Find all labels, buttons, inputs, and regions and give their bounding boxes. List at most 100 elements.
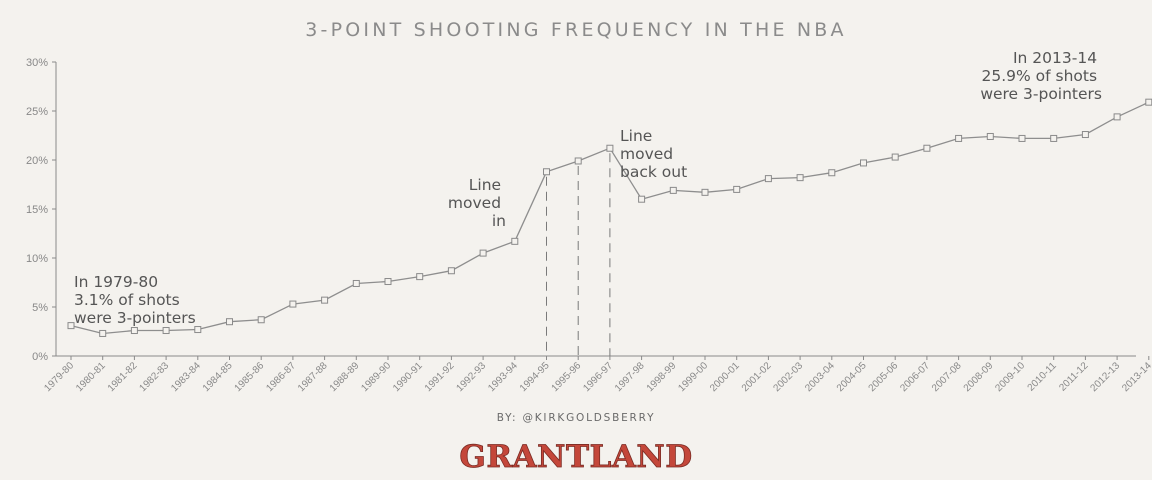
data-point-2000-01 — [733, 185, 741, 193]
data-point-1984-85 — [226, 318, 233, 326]
x-tick-label: 1998-99 — [645, 360, 679, 394]
x-tick-label: 1981-82 — [106, 360, 140, 394]
x-tick-label: 2011-12 — [1057, 360, 1091, 394]
x-tick-label: 2013-14 — [1120, 360, 1152, 394]
annotation-line-moved-back-out-line-1: Line — [620, 127, 652, 145]
data-point-1992-93 — [479, 249, 487, 257]
data-point-1989-90 — [384, 278, 392, 286]
x-tick-label: 2003-04 — [803, 360, 837, 394]
x-tick-label: 1986-87 — [264, 360, 298, 394]
data-point-2007-08 — [955, 134, 963, 142]
annotation-line-moved-back-out-line-3: back out — [620, 163, 687, 181]
x-tick-label: 2000-01 — [708, 360, 742, 394]
chart-title: 3-POINT SHOOTING FREQUENCY IN THE NBA — [305, 19, 847, 41]
annotation-line-moved-in-line-2: moved — [448, 194, 501, 212]
x-tick-label: 1984-85 — [201, 360, 235, 394]
data-point-2011-12 — [1081, 131, 1089, 139]
brand-logo: GRANTLAND — [459, 439, 692, 475]
y-tick-label: 15% — [26, 204, 48, 216]
data-point-1983-84 — [194, 326, 202, 334]
data-point-1990-91 — [416, 273, 424, 281]
x-tick-label: 1992-93 — [454, 360, 488, 394]
y-tick-label: 10% — [26, 253, 48, 265]
x-tick-label: 2002-03 — [771, 360, 805, 394]
annotation-line-moved-in-line-3: in — [492, 212, 506, 230]
annotation-1979-80-line-3: were 3-pointers — [74, 309, 196, 327]
x-tick-label: 1994-95 — [518, 360, 552, 394]
data-point-1988-89 — [352, 279, 360, 287]
annotation-line-moved-in: Line moved in — [448, 176, 506, 230]
data-point-2012-13 — [1113, 113, 1121, 121]
data-point-2001-02 — [764, 175, 772, 183]
annotation-2013-14-line-1: In 2013-14 — [1013, 49, 1097, 67]
annotation-1979-80-line-2: 3.1% of shots — [74, 291, 180, 309]
data-point-1986-87 — [289, 300, 297, 308]
annotation-1979-80-line-1: In 1979-80 — [74, 273, 158, 291]
x-tick-label: 1995-96 — [550, 360, 584, 394]
x-tick-label: 1997-98 — [613, 360, 647, 394]
data-point-1994-95 — [543, 168, 550, 176]
y-tick-label: 5% — [32, 302, 48, 314]
data-point-1999-00 — [701, 188, 709, 196]
data-point-1985-86 — [257, 316, 265, 324]
data-point-2005-06 — [891, 153, 899, 161]
y-tick-label: 25% — [26, 106, 48, 118]
x-tick-label: 1999-00 — [676, 360, 710, 394]
x-tick-label: 2005-06 — [867, 360, 901, 394]
annotation-2013-14-line-3: were 3-pointers — [980, 85, 1102, 103]
x-tick-label: 1989-90 — [359, 360, 393, 394]
x-tick-label: 2012-13 — [1088, 360, 1122, 394]
x-tick-labels: 1979-801980-811981-821982-831983-841984-… — [42, 356, 1152, 394]
data-point-1991-92 — [447, 267, 455, 275]
reference-lines — [546, 153, 611, 356]
data-point-2004-05 — [860, 159, 867, 167]
annotation-line-moved-back-out: Line moved back out — [620, 127, 687, 181]
x-tick-label: 1985-86 — [233, 360, 267, 394]
data-point-1987-88 — [321, 296, 329, 304]
data-point-2003-04 — [828, 169, 836, 177]
annotation-line-moved-in-line-1: Line — [469, 176, 501, 194]
annotation-2013-14: In 2013-14 25.9% of shots were 3-pointer… — [980, 49, 1102, 103]
data-point-2013-14 — [1145, 98, 1152, 106]
annotation-line-moved-back-out-line-2: moved — [620, 145, 673, 163]
data-point-1979-80 — [67, 322, 75, 330]
x-tick-label: 1988-89 — [328, 360, 362, 394]
x-tick-label: 1987-88 — [296, 360, 330, 394]
annotation-2013-14-line-2: 25.9% of shots — [981, 67, 1097, 85]
y-tick-label: 30% — [26, 57, 48, 69]
data-point-2006-07 — [923, 144, 931, 152]
x-tick-label: 1990-91 — [391, 360, 425, 394]
x-tick-label: 2001-02 — [740, 360, 774, 394]
x-tick-label: 2008-09 — [962, 360, 996, 394]
data-point-1980-81 — [99, 329, 107, 337]
x-tick-label: 1980-81 — [74, 360, 108, 394]
data-markers — [67, 98, 1152, 337]
credit-byline: BY: @KIRKGOLDSBERRY — [497, 412, 656, 424]
annotation-1979-80: In 1979-80 3.1% of shots were 3-pointers — [74, 273, 196, 327]
data-point-1982-83 — [162, 327, 170, 335]
data-point-2008-09 — [986, 132, 994, 140]
y-tick-labels: 0% 5% 10% 15% 20% 25% 30% — [26, 57, 56, 363]
x-tick-label: 2004-05 — [835, 360, 869, 394]
x-tick-label: 1979-80 — [42, 360, 76, 394]
x-tick-label: 1982-83 — [137, 360, 171, 394]
x-tick-label: 2007-08 — [930, 360, 964, 394]
y-tick-label: 20% — [26, 155, 48, 167]
x-tick-label: 1991-92 — [423, 360, 457, 394]
data-point-1996-97 — [606, 144, 614, 152]
x-tick-label: 1996-97 — [581, 360, 615, 394]
data-point-1993-94 — [511, 237, 519, 245]
data-point-1981-82 — [130, 327, 138, 335]
x-tick-label: 2009-10 — [993, 360, 1027, 394]
x-tick-label: 2006-07 — [898, 360, 932, 394]
x-tick-label: 1993-94 — [486, 360, 520, 394]
y-tick-label: 0% — [32, 351, 48, 363]
data-point-1995-96 — [574, 157, 582, 165]
data-point-2002-03 — [796, 174, 804, 182]
data-point-1998-99 — [669, 186, 677, 194]
x-tick-label: 1983-84 — [169, 360, 203, 394]
data-point-2010-11 — [1050, 134, 1058, 142]
data-point-2009-10 — [1018, 134, 1026, 142]
data-point-1997-98 — [638, 195, 646, 203]
